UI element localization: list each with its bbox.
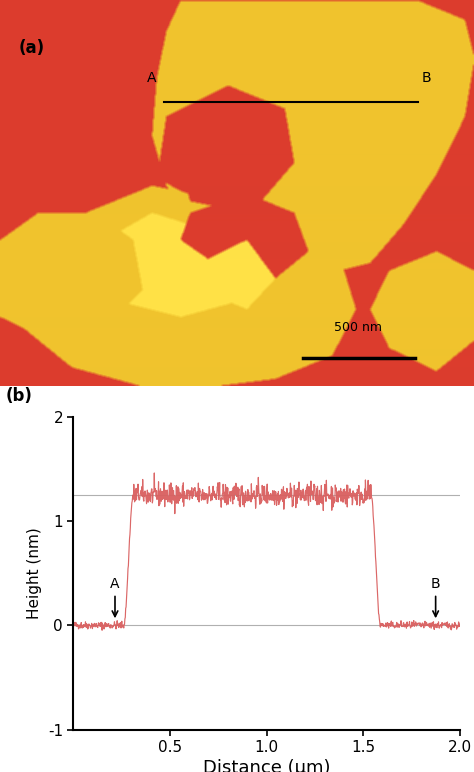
Text: (a): (a) xyxy=(19,39,45,56)
Text: A: A xyxy=(147,71,156,85)
X-axis label: Distance (μm): Distance (μm) xyxy=(203,759,330,772)
Text: B: B xyxy=(431,577,440,617)
Text: B: B xyxy=(422,71,431,85)
Text: (b): (b) xyxy=(6,388,33,405)
Text: 500 nm: 500 nm xyxy=(334,321,382,334)
Y-axis label: Height (nm): Height (nm) xyxy=(27,527,42,619)
Text: A: A xyxy=(110,577,120,617)
